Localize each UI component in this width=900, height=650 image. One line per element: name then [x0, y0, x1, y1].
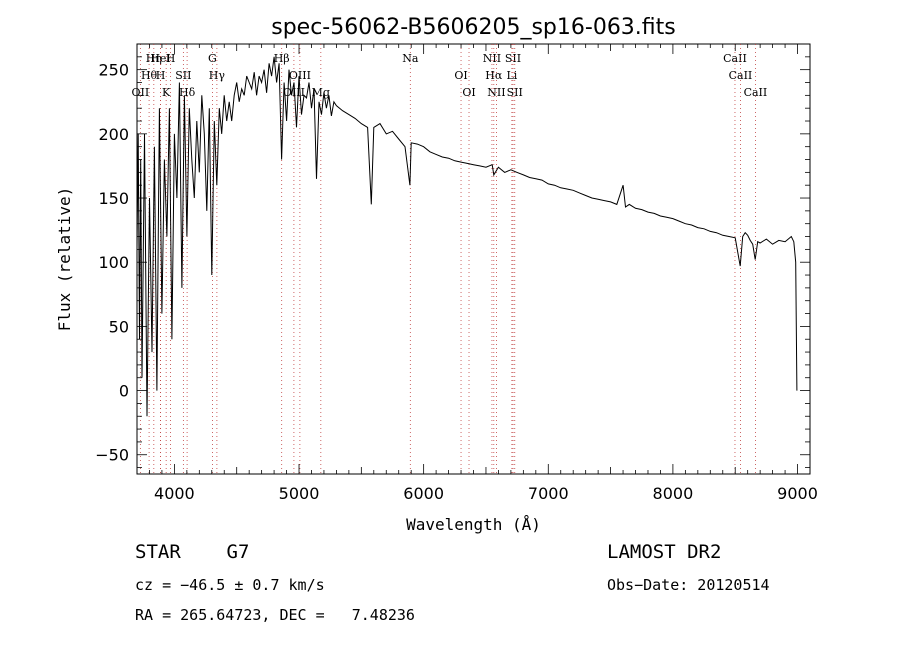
obsdate-label: Obs−Date: 20120514 — [607, 576, 770, 594]
line-label: NII — [487, 86, 505, 99]
line-label: OI — [454, 69, 467, 82]
x-tick-label: 4000 — [154, 484, 195, 503]
line-label: Hγ — [209, 69, 226, 82]
plot-frame — [136, 43, 811, 475]
radec-label: RA = 265.64723, DEC = 7.48236 — [135, 606, 415, 624]
line-label: CaII — [729, 69, 753, 82]
line-label: Li — [506, 69, 517, 82]
y-tick-label: 50 — [109, 317, 129, 336]
line-label: OI — [462, 86, 475, 99]
y-tick-label: 250 — [98, 61, 129, 80]
line-label: G — [208, 52, 217, 65]
spectrum-series — [136, 56, 798, 417]
line-label: Hα — [485, 69, 503, 82]
line-label: Mg — [312, 86, 330, 99]
line-label: Hθ — [141, 69, 158, 82]
line-label: H — [166, 52, 176, 65]
chart-title: spec-56062-B5606205_sp16-063.fits — [271, 15, 676, 40]
x-tick-label: 5000 — [279, 484, 320, 503]
line-label: Hδ — [179, 86, 196, 99]
line-label: Hβ — [274, 52, 290, 65]
x-axis-label: Wavelength (Å) — [406, 515, 541, 534]
line-label: SII — [175, 69, 191, 82]
y-axis-label: Flux (relative) — [55, 187, 74, 332]
x-tick-label: 8000 — [653, 484, 694, 503]
class-label: STAR — [135, 541, 181, 563]
x-tick-label: 9000 — [777, 484, 818, 503]
line-label: CaII — [744, 86, 768, 99]
line-label: K — [162, 86, 171, 99]
y-tick-label: 150 — [98, 189, 129, 208]
line-label: HeI — [150, 52, 170, 65]
line-label: NII — [483, 52, 501, 65]
x-tick-label: 6000 — [403, 484, 444, 503]
subclass-label: G7 — [226, 541, 250, 563]
line-label: SII — [505, 52, 521, 65]
line-label: Na — [402, 52, 419, 65]
line-label: Hη — [146, 52, 162, 65]
line-label: H — [156, 69, 166, 82]
line-label: OIII — [289, 69, 311, 82]
cz-label: cz = −46.5 ± 0.7 km/s — [135, 576, 325, 594]
object-class: STAR G7 — [135, 541, 249, 563]
y-tick-label: −50 — [95, 446, 129, 465]
y-tick-label: 200 — [98, 125, 129, 144]
y-tick-label: 100 — [98, 253, 129, 272]
line-label: SII — [507, 86, 523, 99]
survey-label: LAMOST DR2 — [607, 541, 722, 563]
y-tick-label: 0 — [119, 382, 129, 401]
x-tick-label: 7000 — [528, 484, 569, 503]
line-label: OII — [132, 86, 150, 99]
line-label: CaII — [723, 52, 747, 65]
